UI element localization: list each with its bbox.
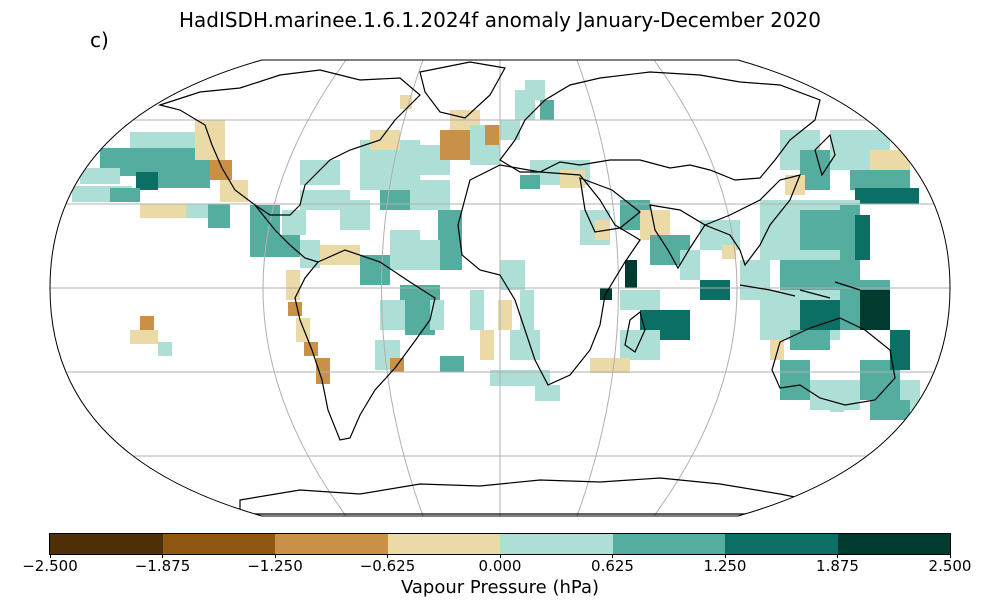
colorbar-tick-mark [274, 554, 276, 558]
colorbar-tick-label: −0.625 [359, 557, 416, 575]
colorbar-segment [837, 534, 950, 554]
anomaly-grid-cells [72, 80, 920, 420]
colorbar-tick-label: 0.000 [478, 557, 522, 575]
colorbar-tick-label: −2.500 [22, 557, 78, 575]
colorbar-tick-label: −1.250 [247, 557, 303, 575]
colorbar-tick-mark [837, 554, 838, 558]
colorbar-tick-mark [162, 554, 163, 558]
colorbar-segment [50, 534, 163, 554]
colorbar-tick-label: −1.875 [134, 557, 191, 575]
graticule [50, 60, 950, 516]
map-boundary [49, 59, 951, 517]
colorbar-segment [500, 534, 613, 554]
colorbar-tick-mark [499, 554, 501, 558]
colorbar-tick-label: 0.625 [591, 557, 634, 575]
colorbar-tick-label: 1.250 [703, 557, 747, 575]
panel-label: c) [90, 28, 109, 52]
colorbar-segment [275, 534, 388, 554]
colorbar-segment [162, 534, 275, 554]
colorbar-tick-mark [612, 554, 613, 558]
colorbar-tick-mark [387, 554, 388, 558]
colorbar-tick-label: 1.875 [816, 557, 859, 575]
colorbar-segment [387, 534, 500, 554]
colorbar-segment [612, 534, 725, 554]
colorbar-tick-mark [724, 554, 726, 558]
figure-title: HadISDH.marinee.1.6.1.2024f anomaly Janu… [178, 8, 822, 32]
colorbar-tick-mark [949, 554, 951, 558]
colorbar-label: Vapour Pressure (hPa) [400, 577, 600, 598]
colorbar-tick-mark [49, 554, 51, 558]
colorbar-tick-label: 2.500 [928, 557, 972, 575]
colorbar-segment [725, 534, 838, 554]
colorbar [49, 533, 951, 555]
